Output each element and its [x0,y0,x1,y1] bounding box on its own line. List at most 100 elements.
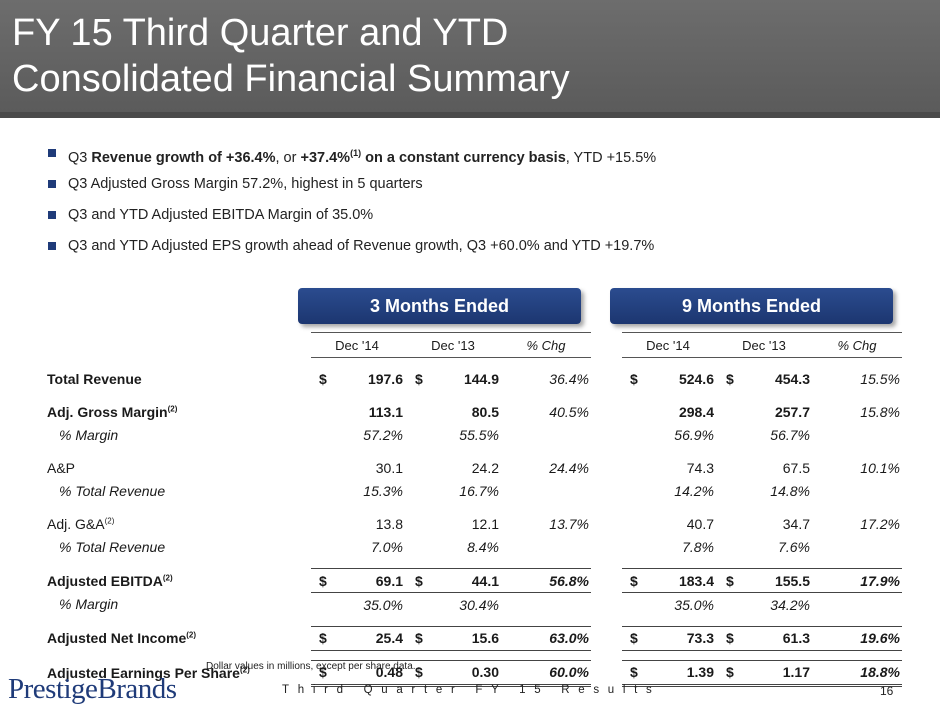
bullet-text: , YTD +15.5% [565,149,657,166]
percent-change-cell [814,536,902,559]
table-row: Adjusted EBITDA(2) $69.1 $44.1 56.8% $183.4 $… [47,568,902,593]
cell-value: 35.0% [674,596,714,613]
value-cell: 14.8% [718,480,814,503]
cell-value: 17.9% [860,572,900,589]
column-header: Dec '14 [311,332,407,358]
row-label-text: % Total Revenue [59,483,166,499]
column-spacer [591,536,622,559]
dollar-sign: $ [415,630,423,646]
cell-value: 15.5% [860,371,900,387]
dollar-sign: $ [319,630,327,646]
percent-change-cell: 15.5% [814,368,902,391]
row-label: Adjusted Earnings Per Share(2) [47,660,311,685]
column-header: Dec '13 [407,332,503,358]
value-cell: 35.0% [311,593,407,617]
cell-value: 44.1 [471,572,499,589]
row-label: Adj. G&A(2) [47,513,311,536]
value-cell: $1.39 [622,659,718,687]
cell-value: 10.1% [860,460,900,476]
bullet-text: Q3 [68,149,92,166]
dollar-sign: $ [630,572,638,589]
dollar-sign: $ [630,664,638,680]
value-cell: 57.2% [311,424,407,447]
row-label: Adjusted Net Income(2) [47,626,311,650]
row-label: % Total Revenue [47,536,311,559]
table-header-row: Dec '14 Dec '13% Chg Dec '14 Dec '13% Chg [47,332,902,358]
row-label-text: Adjusted EBITDA [47,572,163,589]
cell-value: 36.4% [549,371,589,387]
value-cell: $44.1 [407,568,503,593]
cell-value: 40.5% [549,404,589,420]
value-cell: 40.7 [622,513,718,536]
value-cell: 113.1 [311,401,407,424]
value-cell: 56.7% [718,424,814,447]
bullet-square-icon [48,242,56,250]
row-label: Adj. Gross Margin(2) [47,401,311,424]
value-cell: 34.2% [718,593,814,617]
cell-value: 24.4% [549,460,589,476]
three-months-ended-header: 3 Months Ended [298,288,581,324]
dollar-sign: $ [630,371,638,387]
cell-value: 69.1 [375,572,403,589]
cell-value: 55.5% [459,427,499,443]
cell-value: 155.5 [774,572,810,589]
value-cell: $183.4 [622,568,718,593]
value-cell: 7.6% [718,536,814,559]
percent-change-cell: 60.0% [503,659,591,687]
cell-value: 56.9% [674,427,714,443]
column-header: Dec '13 [718,332,814,358]
cell-value: 67.5 [782,460,810,476]
cell-value: 57.2% [363,427,403,443]
dollar-sign: $ [630,630,638,646]
table-row: % Total Revenue 15.3% 16.7% 14.2% 14.8% [47,480,902,503]
value-cell: 30.4% [407,593,503,617]
page-number: 16 [880,684,894,698]
cell-value: 73.3 [686,630,714,646]
value-cell: 67.5 [718,457,814,480]
value-cell: 35.0% [622,593,718,617]
footnote-marker: (2) [104,516,115,526]
column-spacer [591,457,622,480]
bullet-text: +37.4% [300,149,351,166]
percent-change-cell: 63.0% [503,625,591,651]
cell-value: 35.0% [363,596,403,613]
cell-value: 14.2% [674,483,714,499]
cell-value: 24.2 [471,460,499,476]
bullet-square-icon [48,149,56,157]
bullet-text: on a constant currency basis [361,149,566,166]
cell-value: 15.3% [363,483,403,499]
value-cell: $69.1 [311,568,407,593]
cell-value: 80.5 [471,404,499,420]
title-bar: FY 15 Third Quarter and YTD Consolidated… [0,0,940,118]
cell-value: 34.7 [782,516,810,532]
value-cell: $1.17 [718,659,814,687]
value-cell: 298.4 [622,401,718,424]
cell-value: 13.7% [549,516,589,532]
bullet-text: Q3 Adjusted Gross Margin 57.2%, highest … [68,176,423,192]
column-spacer [591,480,622,503]
dollar-sign: $ [319,664,327,680]
cell-value: 257.7 [774,404,810,420]
value-cell: 30.1 [311,457,407,480]
column-spacer [591,368,622,391]
dollar-sign: $ [726,630,734,646]
percent-change-cell: 15.8% [814,401,902,424]
row-label: % Margin [47,424,311,447]
percent-change-cell: 19.6% [814,625,902,651]
percent-change-cell: 17.2% [814,513,902,536]
value-cell: $454.3 [718,368,814,391]
cell-value: 0.48 [375,664,403,680]
cell-value: 197.6 [367,371,403,387]
title-line-2: Consolidated Financial Summary [12,58,570,100]
cell-value: 14.8% [770,483,810,499]
value-cell: 13.8 [311,513,407,536]
cell-value: 34.2% [770,596,810,613]
cell-value: 113.1 [368,404,403,420]
dollar-sign: $ [415,572,423,589]
column-spacer [591,626,622,650]
value-cell: 55.5% [407,424,503,447]
value-cell: 74.3 [622,457,718,480]
cell-value: 8.4% [467,539,499,555]
percent-change-cell [814,480,902,503]
dollar-sign: $ [319,572,327,589]
